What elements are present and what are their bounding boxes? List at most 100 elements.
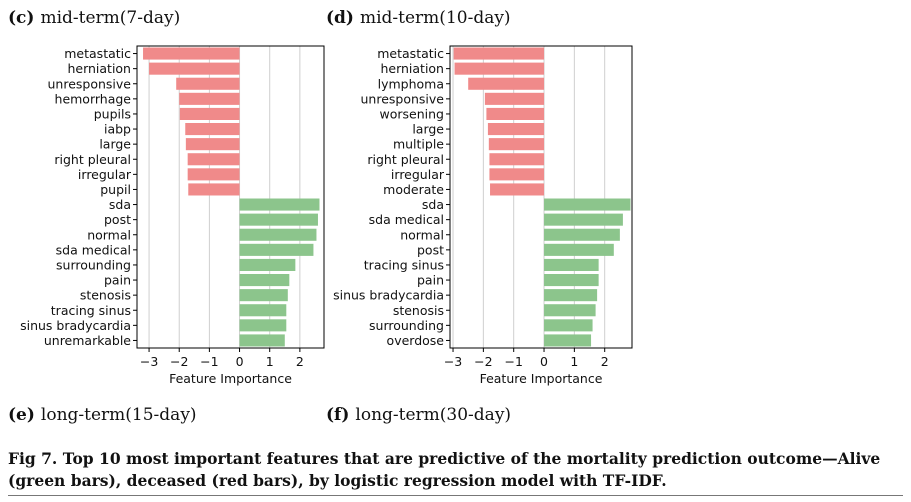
- bar-positive: [239, 243, 314, 256]
- category-label: overdose: [387, 333, 445, 348]
- bar-positive: [239, 289, 288, 302]
- bar-positive: [544, 213, 623, 226]
- panel-d-letter: (d): [326, 8, 354, 28]
- x-tick-label: −1: [504, 354, 522, 369]
- plot-frame: [136, 45, 325, 349]
- category-label: post: [104, 212, 131, 227]
- category-label: herniation: [67, 61, 131, 76]
- x-tick-label: 1: [570, 354, 578, 369]
- panel-c-title: (c) mid-term(7-day): [8, 8, 180, 28]
- category-label: hemorrhage: [55, 91, 132, 106]
- bar-negative: [176, 77, 240, 90]
- x-tick-label: −3: [140, 354, 158, 369]
- bar-negative: [149, 62, 240, 75]
- category-label: sinus bradycardia: [20, 318, 131, 333]
- panel-e-letter: (e): [8, 405, 35, 425]
- category-label: normal: [400, 227, 444, 242]
- category-label: pain: [417, 273, 444, 288]
- panel-d-title: (d) mid-term(10-day): [326, 8, 511, 28]
- category-label: large: [99, 137, 131, 152]
- category-label: stenosis: [80, 288, 131, 303]
- bar-negative: [188, 183, 240, 196]
- category-label: right pleural: [54, 152, 131, 167]
- bar-negative: [143, 47, 240, 60]
- bar-positive: [239, 334, 285, 347]
- panel-e-label: long-term(15-day): [40, 405, 197, 425]
- x-tick-label: −2: [474, 354, 492, 369]
- bar-positive: [239, 304, 287, 317]
- category-label: irregular: [391, 167, 445, 182]
- x-tick-label: −1: [200, 354, 218, 369]
- bar-positive: [239, 274, 290, 287]
- bar-positive: [239, 228, 317, 241]
- bar-negative: [490, 183, 545, 196]
- x-tick-label: 0: [236, 354, 244, 369]
- category-label: surrounding: [56, 257, 131, 272]
- panel-c-label: mid-term(7-day): [40, 8, 181, 28]
- category-label: surrounding: [369, 318, 444, 333]
- category-label: tracing sinus: [51, 303, 131, 318]
- bar-positive: [544, 274, 599, 287]
- bar-negative: [488, 138, 545, 151]
- category-label: sda medical: [369, 212, 444, 227]
- caption-divider: [8, 495, 903, 496]
- bar-negative: [187, 153, 240, 166]
- panel-d-label: mid-term(10-day): [359, 8, 511, 28]
- category-label: sinus bradycardia: [333, 288, 444, 303]
- bar-positive: [544, 228, 620, 241]
- bar-negative: [453, 47, 545, 60]
- bar-negative: [179, 92, 240, 105]
- bar-negative: [487, 123, 545, 136]
- category-label: unresponsive: [48, 76, 132, 91]
- category-label: pupil: [100, 182, 131, 197]
- category-label: normal: [87, 227, 131, 242]
- chart-1: metastaticherniationunresponsivehemorrha…: [20, 45, 325, 386]
- x-tick-label: −2: [170, 354, 188, 369]
- category-label: unresponsive: [361, 91, 445, 106]
- bar-negative: [489, 168, 545, 181]
- panel-f-letter: (f): [326, 405, 350, 425]
- bar-negative: [468, 77, 545, 90]
- bar-negative: [187, 168, 240, 181]
- category-label: moderate: [383, 182, 444, 197]
- category-label: metastatic: [64, 46, 131, 61]
- bar-positive: [544, 198, 631, 211]
- bar-positive: [239, 319, 287, 332]
- bar-negative: [454, 62, 545, 75]
- bar-positive: [239, 258, 296, 271]
- category-label: sda: [422, 197, 444, 212]
- panel-c-letter: (c): [8, 8, 35, 28]
- panel-f-title: (f) long-term(30-day): [326, 405, 511, 425]
- bar-negative: [489, 153, 545, 166]
- x-tick-label: 2: [601, 354, 609, 369]
- chart-2: metastaticherniationlymphomaunresponsive…: [333, 45, 633, 386]
- category-label: large: [412, 122, 444, 137]
- bar-positive: [544, 319, 593, 332]
- x-tick-label: 0: [540, 354, 548, 369]
- category-label: herniation: [380, 61, 444, 76]
- panel-e-title: (e) long-term(15-day): [8, 405, 197, 425]
- bar-negative: [486, 107, 545, 120]
- bar-positive: [544, 243, 614, 256]
- plot-frame: [449, 45, 633, 349]
- figure-caption: Fig 7. Top 10 most important features th…: [8, 449, 881, 490]
- bar-positive: [544, 334, 592, 347]
- x-tick-label: 2: [296, 354, 304, 369]
- bar-negative: [484, 92, 545, 105]
- category-label: stenosis: [393, 303, 444, 318]
- x-tick-label: 1: [266, 354, 274, 369]
- category-label: right pleural: [367, 152, 444, 167]
- category-label: lymphoma: [378, 76, 444, 91]
- category-label: sda medical: [56, 242, 131, 257]
- category-label: pupils: [94, 106, 131, 121]
- x-tick-label: −3: [444, 354, 462, 369]
- category-label: multiple: [393, 137, 444, 152]
- bar-positive: [239, 213, 318, 226]
- category-label: post: [417, 242, 444, 257]
- category-label: sda: [109, 197, 131, 212]
- panel-f-label: long-term(30-day): [355, 405, 512, 425]
- bar-positive: [239, 198, 320, 211]
- category-label: worsening: [380, 106, 444, 121]
- bar-negative: [185, 138, 240, 151]
